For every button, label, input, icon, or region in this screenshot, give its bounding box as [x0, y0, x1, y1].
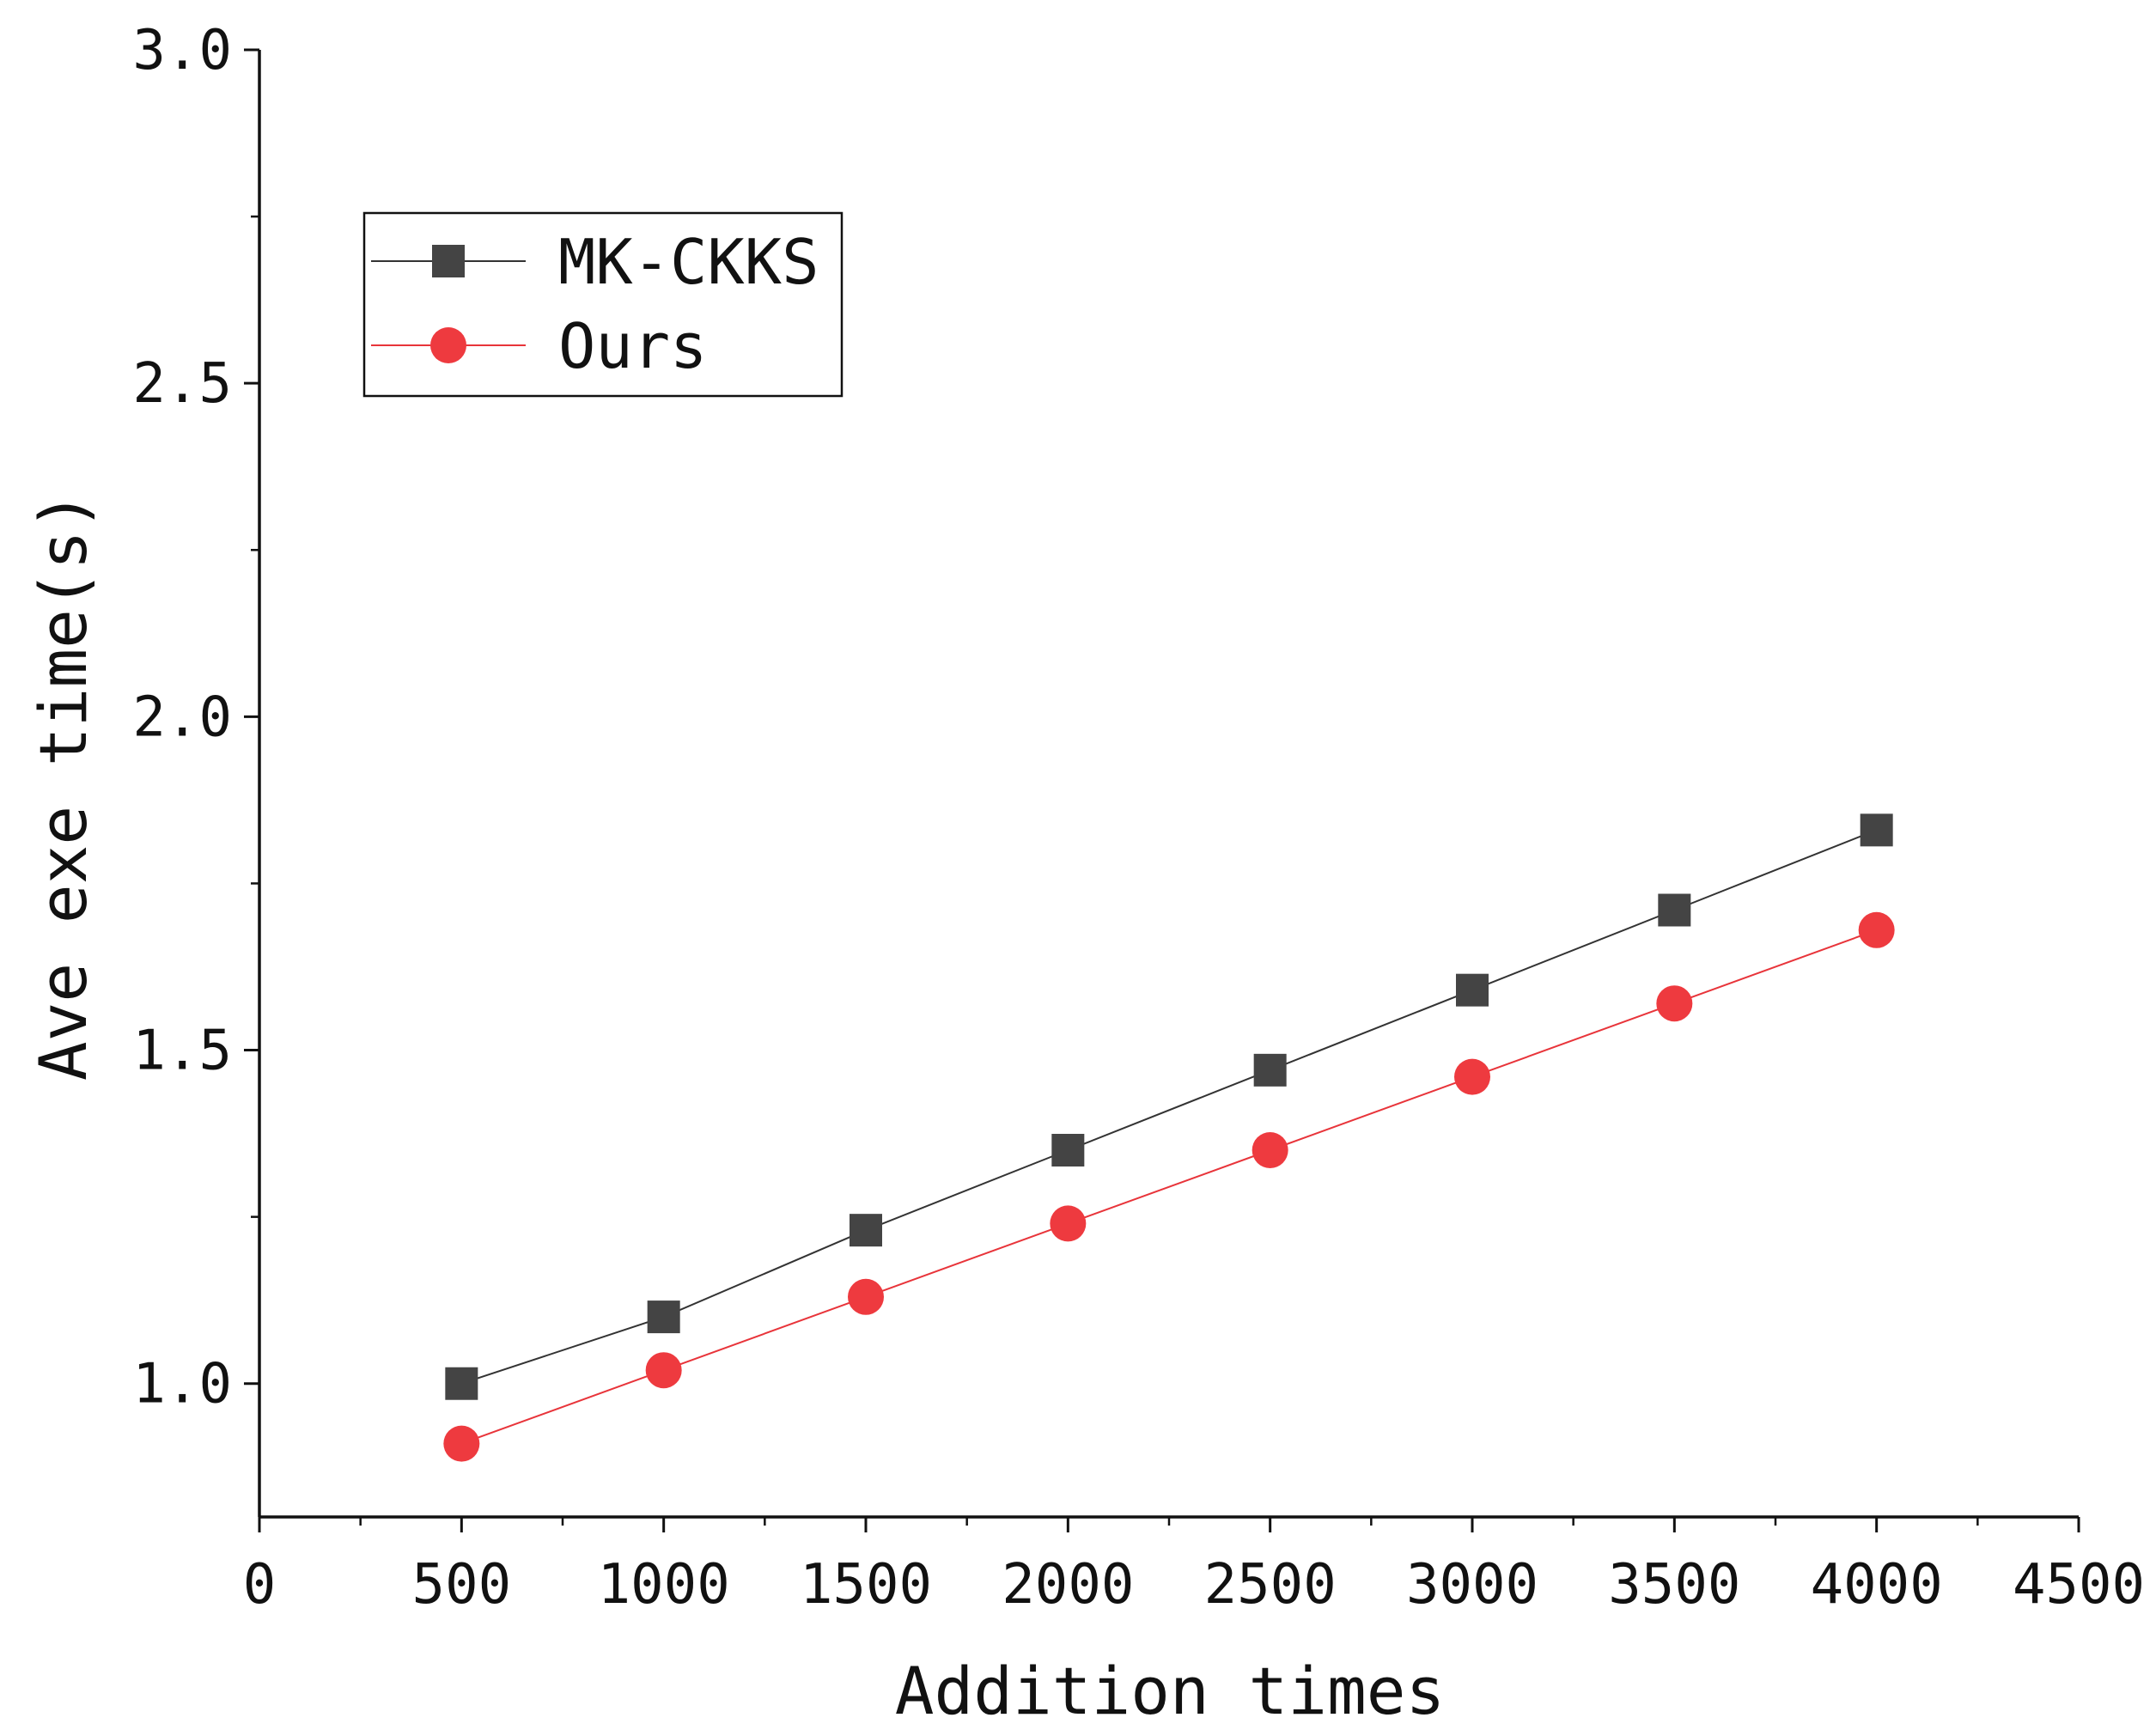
series-mk-ckks	[445, 813, 1893, 1400]
series-layer	[443, 813, 1895, 1462]
data-point-circle	[1050, 1205, 1087, 1242]
data-point-square	[1051, 1134, 1085, 1166]
data-point-square	[850, 1214, 882, 1247]
data-point-circle	[645, 1352, 682, 1389]
legend-label-mk-ckks: MK-CKKS	[558, 226, 819, 298]
y-axis-ticks: 1.0 1.5 2.0 2.5 3.0	[132, 19, 259, 1416]
x-tick-label: 4000	[1811, 1553, 1943, 1617]
y-axis-title: Ave exe time(s)	[25, 491, 101, 1081]
x-tick-label: 1000	[598, 1553, 730, 1617]
y-tick-label: 1.0	[132, 1353, 232, 1416]
x-tick-label: 0	[243, 1553, 277, 1617]
legend-marker-mk-ckks	[432, 245, 465, 277]
legend-marker-ours	[430, 327, 466, 363]
y-tick-label: 2.5	[132, 352, 232, 416]
x-tick-label: 1500	[800, 1553, 932, 1617]
data-point-square	[1253, 1053, 1287, 1087]
data-point-circle	[1656, 985, 1693, 1022]
data-point-circle	[443, 1425, 480, 1462]
series-ours	[443, 911, 1895, 1462]
data-point-circle	[1252, 1132, 1288, 1168]
series-line	[460, 829, 1878, 1385]
data-point-square	[1860, 813, 1893, 847]
legend-box	[362, 211, 844, 398]
data-point-square	[1658, 893, 1691, 927]
data-point-square	[445, 1367, 478, 1400]
series-line	[460, 929, 1878, 1445]
data-point-square	[647, 1300, 680, 1334]
data-point-circle	[848, 1278, 884, 1315]
y-tick-label: 3.0	[132, 19, 232, 82]
data-point-circle	[1858, 911, 1895, 948]
x-tick-label: 2000	[1002, 1553, 1134, 1617]
legend: MK-CKKS Ours	[362, 211, 844, 398]
data-point-circle	[1454, 1058, 1490, 1095]
x-axis-title: Addition times	[895, 1653, 1446, 1729]
x-tick-label: 4500	[2013, 1553, 2145, 1617]
data-point-square	[1456, 973, 1489, 1007]
x-tick-label: 2500	[1204, 1553, 1337, 1617]
x-tick-label: 3500	[1608, 1553, 1740, 1617]
y-tick-label: 1.5	[132, 1020, 232, 1083]
legend-label-ours: Ours	[558, 310, 707, 382]
x-tick-label: 500	[412, 1553, 512, 1617]
y-tick-label: 2.0	[132, 685, 232, 749]
x-axis-ticks: 0 500 1000 1500 2000 2500 3000 3500 4000 4500	[243, 1517, 2145, 1617]
x-tick-label: 3000	[1406, 1553, 1538, 1617]
